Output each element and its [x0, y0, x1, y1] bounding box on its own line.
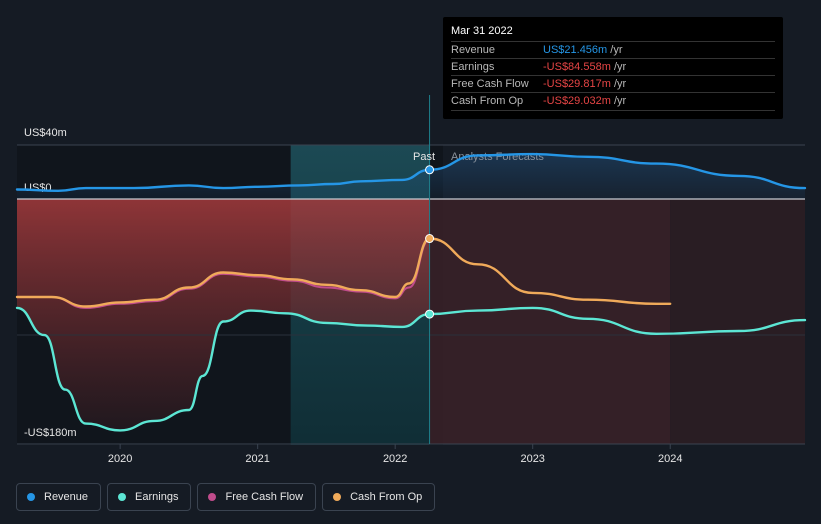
revenue-current-point[interactable]	[425, 165, 435, 175]
tooltip-unit: /yr	[613, 61, 627, 73]
legend-item-free-cash-flow[interactable]: Free Cash Flow	[197, 483, 317, 511]
cfo-forecast-line	[428, 237, 672, 306]
legend-label: Free Cash Flow	[225, 491, 304, 503]
tooltip-value-text: US$21.456m	[543, 44, 608, 56]
tooltip-value-text: -US$29.032m	[543, 95, 611, 107]
negative-area	[17, 199, 430, 431]
y-label-top: US$40m	[24, 127, 67, 139]
tooltip-value: -US$29.817m /yr	[543, 76, 626, 93]
earnings-past-line	[15, 306, 431, 432]
tooltip-row-revenue: Revenue US$21.456m /yr	[451, 41, 775, 59]
fcf-past-line	[16, 238, 431, 309]
tooltip-value-text: -US$29.817m	[543, 78, 611, 90]
earnings-forecast-line	[428, 306, 807, 336]
legend-dot-icon	[208, 493, 217, 501]
past-label: Past	[413, 151, 435, 163]
legend-item-earnings[interactable]: Earnings	[107, 483, 192, 511]
x-tick-label: 2024	[658, 453, 682, 465]
legend-item-cash-from-op[interactable]: Cash From Op	[322, 483, 436, 511]
tooltip-row-earnings: Earnings -US$84.558m /yr	[451, 58, 775, 76]
tooltip-row-fcf: Free Cash Flow -US$29.817m /yr	[451, 75, 775, 93]
y-label-zero: US$0	[24, 182, 52, 194]
x-tick-label: 2021	[245, 453, 269, 465]
x-tick-label: 2022	[383, 453, 407, 465]
cfo-current-point[interactable]	[425, 234, 435, 244]
legend-dot-icon	[27, 493, 35, 501]
tooltip-date: Mar 31 2022	[451, 25, 513, 37]
tooltip-unit: /yr	[610, 44, 623, 56]
forecast-neg-area	[429, 199, 671, 444]
cfo-past-line	[15, 237, 431, 308]
legend: Revenue Earnings Free Cash Flow Cash Fro…	[16, 483, 436, 511]
revenue-past-line	[15, 168, 431, 193]
y-label-bottom: -US$180m	[24, 427, 77, 439]
legend-dot-icon	[118, 493, 127, 501]
tooltip-label: Earnings	[451, 61, 495, 73]
tooltip-row-cfo: Cash From Op -US$29.032m /yr	[451, 92, 775, 111]
tooltip-value-text: -US$84.558m	[543, 61, 611, 73]
tooltip-value: -US$29.032m /yr	[543, 93, 626, 110]
revenue-forecast-line	[428, 152, 807, 190]
legend-label: Revenue	[44, 491, 89, 503]
tooltip-label: Revenue	[451, 44, 496, 56]
tooltip: Mar 31 2022 Revenue US$21.456m /yr Earni…	[443, 17, 783, 119]
legend-item-revenue[interactable]: Revenue	[16, 483, 102, 511]
tooltip-unit: /yr	[613, 95, 627, 107]
tooltip-value: -US$84.558m /yr	[543, 59, 626, 76]
x-tick-label: 2020	[108, 453, 132, 465]
tooltip-unit: /yr	[613, 78, 627, 90]
tooltip-label: Free Cash Flow	[451, 78, 529, 90]
legend-label: Earnings	[135, 491, 179, 503]
legend-dot-icon	[333, 493, 342, 501]
tooltip-value: US$21.456m /yr	[543, 42, 623, 59]
tooltip-label: Cash From Op	[451, 95, 524, 107]
legend-label: Cash From Op	[350, 491, 423, 503]
x-tick-label: 2023	[520, 453, 544, 465]
earnings-current-point[interactable]	[425, 309, 435, 319]
